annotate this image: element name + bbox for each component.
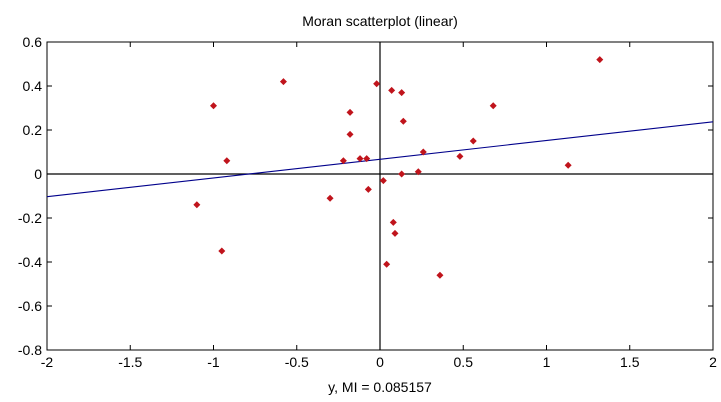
x-tick-label: -2 [41,354,54,370]
data-point [223,157,231,165]
x-tick-label: -0.5 [285,354,309,370]
data-point [379,177,387,185]
x-tick-label: 1 [543,354,551,370]
data-point [564,161,572,169]
x-tick-label: -1 [207,354,220,370]
data-point [398,170,406,178]
data-point [210,102,217,110]
y-tick-label: -0.6 [18,298,42,314]
data-point [346,130,354,138]
y-tick-label: 0 [34,166,42,182]
data-point [383,260,391,268]
x-tick-label: 0 [376,354,384,370]
y-tick-label: -0.4 [18,254,42,270]
chart-title: Moran scatterplot (linear) [302,13,458,29]
data-point [391,229,399,237]
x-axis-label: y, MI = 0.085157 [328,379,432,395]
data-point [363,155,371,163]
y-tick-label: -0.8 [18,342,42,358]
data-point [339,157,347,165]
regression-line [46,121,714,198]
data-point [414,168,422,176]
data-point [398,89,406,97]
data-point [436,271,444,279]
data-point [364,185,372,193]
regression-line-path [46,121,714,198]
data-point [419,148,427,156]
x-tick-label: 2 [709,354,717,370]
data-point [388,86,396,94]
zero-axes [47,42,713,350]
x-tick-label: -1.5 [118,354,142,370]
data-point [326,194,334,202]
data-point [596,56,604,64]
data-point [356,155,364,163]
y-tick-label: 0.2 [23,122,43,138]
data-point [346,108,354,116]
y-tick-label: 0.4 [23,78,43,94]
x-tick-label: 1.5 [620,354,640,370]
y-tick-label: 0.6 [23,34,43,50]
data-point [399,117,407,125]
data-point [469,137,477,145]
data-point [489,102,497,110]
x-tick-label: 0.5 [454,354,474,370]
data-point [279,78,287,86]
y-tick-label: -0.2 [18,210,42,226]
data-points [193,56,604,279]
data-point [389,218,397,226]
x-axis-ticks: -2 -1.5 -1 -0.5 0 0.5 1 1.5 2 [41,42,717,370]
data-point [456,152,464,160]
data-point [193,201,201,209]
y-axis-ticks: 0.6 0.4 0.2 0 -0.2 -0.4 -0.6 -0.8 [18,34,713,358]
data-point [218,247,226,255]
data-point [373,80,381,88]
